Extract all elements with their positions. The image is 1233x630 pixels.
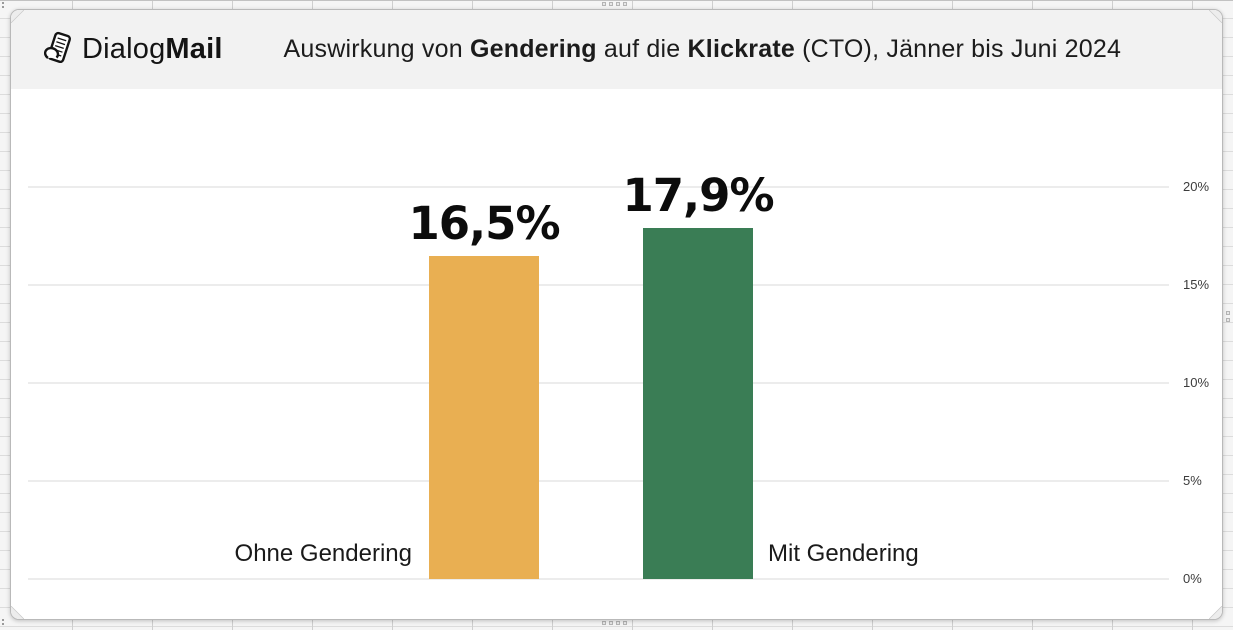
dialogmail-logo: DialogMail (44, 30, 223, 70)
plot-area: 0% 5% 10% 15% 20% 16,5% Ohne Gendering 17,9% Mit… (11, 89, 1222, 619)
newspaper-icon (44, 31, 72, 63)
sheet-handle-dots-bottom (602, 621, 627, 625)
gridline-0% (28, 578, 1169, 580)
sheet-corner-dots-topleft (2, 2, 4, 8)
sheet-handle-dots-right (1226, 311, 1230, 322)
y-axis-tick-label: 10% (1183, 375, 1210, 390)
category-label: Mit Gendering (768, 540, 919, 567)
bar-ohne-gendering (429, 256, 539, 579)
y-axis-tick-label: 20% (1183, 179, 1210, 194)
value-label: 17,9% (622, 169, 774, 222)
category-label: Ohne Gendering (234, 540, 412, 567)
y-axis-tick-label: 5% (1183, 473, 1202, 488)
bar-mit-gendering (643, 228, 753, 579)
gridline-5% (28, 480, 1169, 482)
chart-header: DialogMail Auswirkung von Gendering auf … (11, 10, 1222, 89)
chart-card[interactable]: DialogMail Auswirkung von Gendering auf … (10, 9, 1223, 620)
y-axis-tick-label: 15% (1183, 277, 1210, 292)
sheet-corner-dots-bottomleft (2, 619, 4, 625)
logo-text-regular: Dialog (82, 33, 166, 65)
gridline-15% (28, 284, 1169, 286)
gridline-20% (28, 186, 1169, 188)
y-axis-tick-label: 0% (1183, 571, 1202, 586)
logo-text: DialogMail (82, 33, 223, 66)
value-label: 16,5% (408, 197, 560, 250)
logo-text-bold: Mail (165, 33, 223, 65)
chart-title: Auswirkung von Gendering auf die Klickra… (283, 35, 1122, 63)
gridline-10% (28, 382, 1169, 384)
sheet-handle-dots-top (602, 2, 627, 6)
spreadsheet-top-border (0, 0, 1233, 1)
